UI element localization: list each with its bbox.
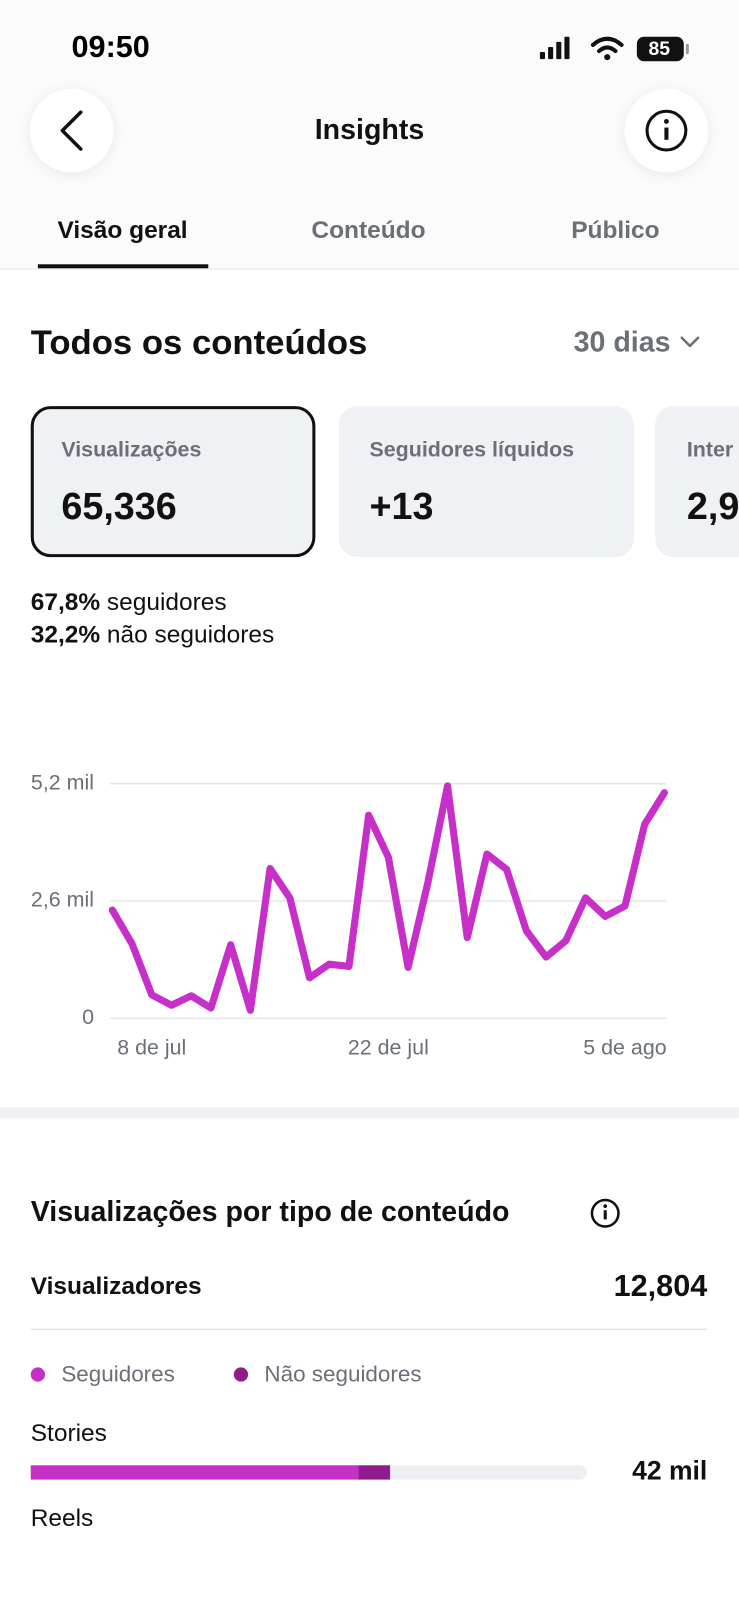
signal-icon [539,36,570,60]
battery-level: 85 [649,38,671,60]
breakdown-value: 32,2% [31,622,101,649]
x-tick-label: 5 de ago [583,1036,666,1060]
wifi-dot [604,54,611,61]
bar-value-label: 42 mil [632,1455,707,1485]
info-icon-bar [603,1210,607,1220]
breakdown-line: 67,8% seguidores [31,590,227,617]
metric-card[interactable] [655,406,739,558]
info-icon[interactable] [590,1198,620,1228]
wifi-icon [590,36,624,54]
back-button[interactable] [29,88,114,173]
info-icon-dot [603,1204,608,1208]
section-separator [0,1107,739,1119]
tab[interactable]: Visão geral [57,217,187,244]
y-tick-label: 0 [82,1005,94,1029]
card-label: Seguidores líquidos [370,438,575,462]
card-label: Visualizações [61,438,201,462]
tab[interactable]: Público [571,217,659,244]
battery-icon [636,36,684,62]
breakdown-line: 32,2% não seguidores [31,622,275,649]
card-value: 2,9 [687,485,739,527]
info-icon-bar [664,127,669,140]
bar-segment [358,1465,391,1480]
page-title: Insights [315,114,425,146]
legend-marker [30,1367,46,1382]
y-tick-label: 2,6 mil [31,888,94,912]
card-value: 65,336 [61,485,176,527]
bar-segment [30,1465,359,1480]
y-tick-label: 5,2 mil [31,770,94,794]
x-tick-label: 8 de jul [117,1036,186,1060]
metric-card[interactable] [338,406,634,558]
category-label: Reels [31,1505,94,1532]
chevron-icon [680,336,700,348]
info-icon-dot [663,118,669,124]
breakdown-value: 67,8% [31,590,101,617]
legend-label: Não seguidores [264,1361,421,1386]
section-title: Visualizações por tipo de conteúdo [31,1196,510,1228]
section-title: Todos os conteúdos [31,324,368,362]
divider [30,1328,708,1331]
line-series [108,782,668,1014]
breakdown-label: não seguidores [107,622,274,649]
legend-marker [233,1367,249,1382]
legend-label: Seguidores [61,1361,175,1386]
status-time: 09:50 [72,30,150,64]
viewers-label: Visualizadores [31,1273,202,1300]
viewers-value: 12,804 [614,1269,708,1303]
x-tick-label: 22 de jul [348,1036,429,1060]
info-icon [645,109,688,152]
period-selector[interactable]: 30 dias [574,326,671,358]
category-label: Stories [31,1420,107,1447]
top-background [0,0,739,268]
battery-tip [685,43,689,55]
tab[interactable]: Conteúdo [311,217,425,244]
tab-indicator [37,264,209,269]
divider [0,268,739,270]
breakdown-label: seguidores [107,590,227,617]
metric-card[interactable] [30,406,316,558]
back-icon [60,110,83,151]
card-value: +13 [370,485,434,527]
card-label: Inter [687,438,733,462]
